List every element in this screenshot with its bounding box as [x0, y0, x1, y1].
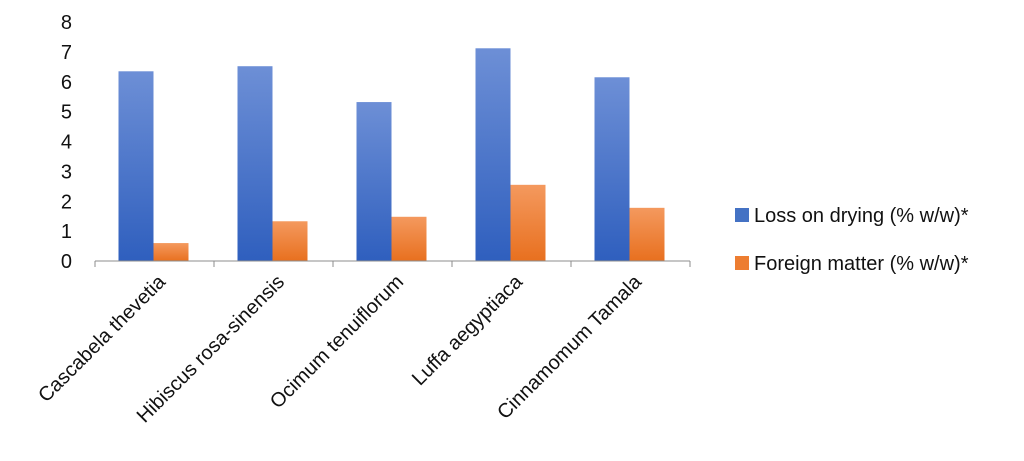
- legend-label: Loss on drying (% w/w)*: [754, 205, 969, 227]
- y-axis: 0 1 2 3 4 5 6 7 8: [61, 12, 72, 273]
- bar-loss-on-drying: [356, 102, 392, 261]
- bar-loss-on-drying: [237, 66, 273, 261]
- y-tick-label: 8: [61, 12, 72, 34]
- legend-swatch: [735, 208, 749, 222]
- bar-foreign-matter: [510, 184, 546, 261]
- bar-foreign-matter: [629, 207, 665, 261]
- bars-group: [118, 48, 665, 261]
- legend: Loss on drying (% w/w)* Foreign matter (%…: [735, 205, 969, 275]
- y-tick-label: 3: [61, 161, 72, 183]
- bar-foreign-matter: [272, 221, 308, 261]
- y-tick-label: 1: [61, 221, 72, 243]
- legend-label: Foreign matter (% w/w)*: [754, 253, 969, 275]
- y-tick-label: 7: [61, 42, 72, 64]
- bar-loss-on-drying: [118, 71, 154, 261]
- y-tick-label: 5: [61, 102, 72, 124]
- y-tick-label: 2: [61, 191, 72, 213]
- bar-foreign-matter: [153, 243, 189, 261]
- x-tick-label: Luffa aegyptiaca: [408, 270, 528, 390]
- x-tick-label: Cascabela thevetia: [34, 270, 170, 406]
- legend-swatch: [735, 256, 749, 270]
- bar-loss-on-drying: [475, 48, 511, 261]
- axes-group: [94, 260, 691, 267]
- bar-foreign-matter: [391, 216, 427, 261]
- bar-loss-on-drying: [594, 77, 630, 261]
- y-tick-label: 6: [61, 72, 72, 94]
- x-tick-label: Ocimum tenuiflorum: [266, 271, 408, 413]
- y-tick-label: 4: [61, 132, 72, 154]
- y-tick-label: 0: [61, 251, 72, 273]
